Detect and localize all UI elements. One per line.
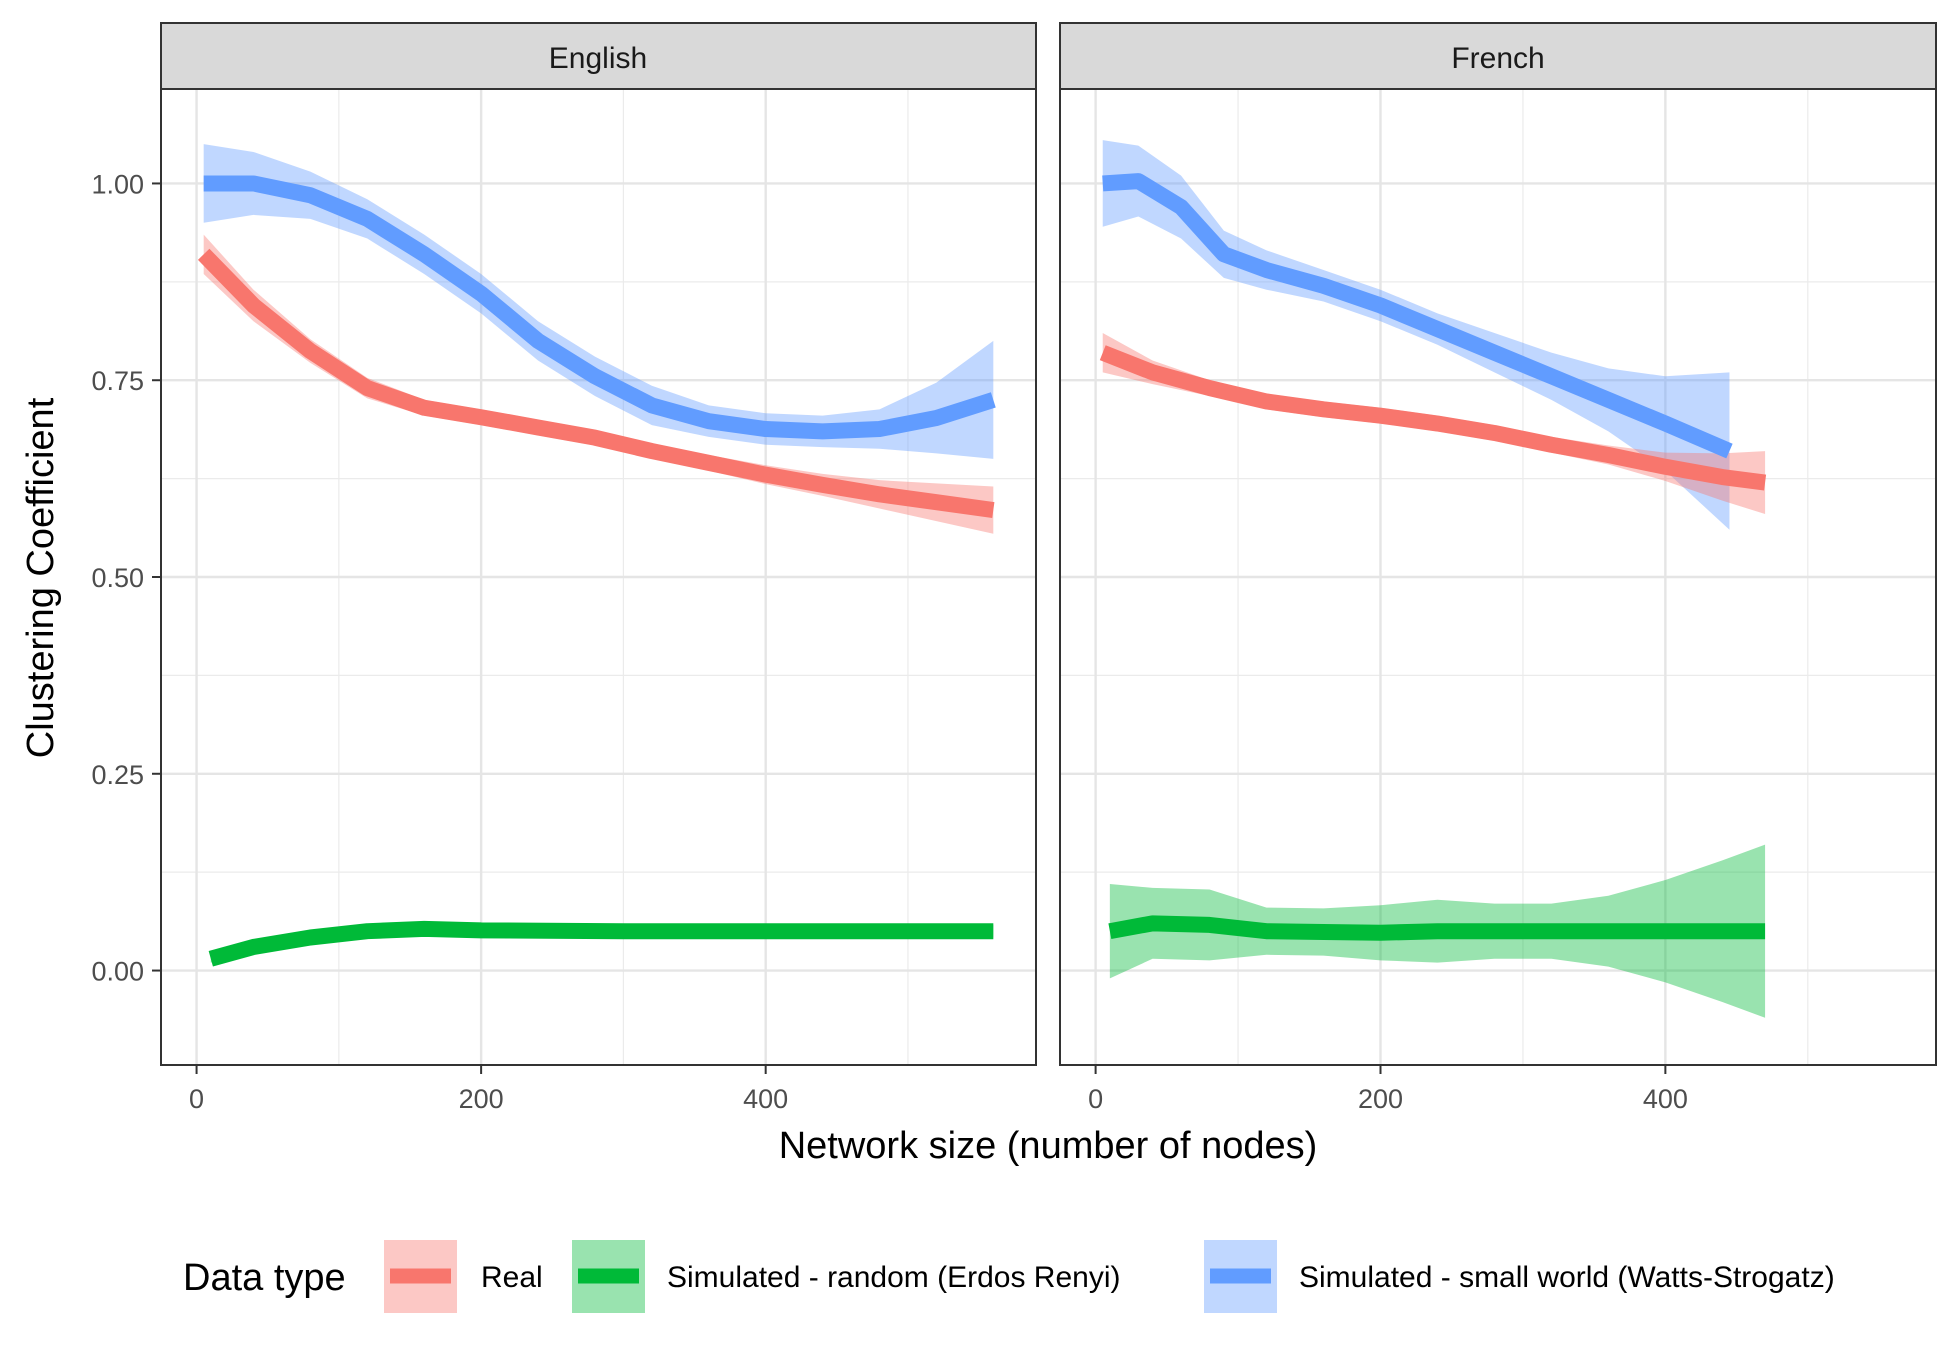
strip-label-french: French	[1451, 42, 1544, 75]
x-tick-label: 400	[743, 1084, 788, 1114]
confidence-band-simulated-small-world-watts-strogatz	[1102, 140, 1730, 530]
y-axis: 0.00 0.25 0.50 0.75 1.00	[91, 169, 161, 987]
x-tick-label: 0	[189, 1084, 204, 1114]
facet-english: English 0 200 400	[160, 22, 1037, 1114]
series-english	[197, 144, 996, 967]
strip-label-english: English	[549, 42, 647, 75]
legend-title: Data type	[183, 1257, 346, 1299]
series-line-simulated-random-erdos-renyi	[1108, 915, 1766, 941]
x-ticks-english: 0 200 400	[189, 1065, 788, 1114]
legend: Data type Real Simulated - random (Erdos…	[183, 1240, 1835, 1313]
grid-english	[161, 89, 1036, 1065]
confidence-band-simulated-small-world-watts-strogatz	[203, 144, 994, 459]
legend-label-real: Real	[481, 1261, 543, 1294]
series-line-real	[1099, 345, 1767, 491]
x-tick-label: 200	[459, 1084, 504, 1114]
x-tick-label: 0	[1088, 1084, 1103, 1114]
legend-item-small-world: Simulated - small world (Watts-Strogatz)	[1204, 1240, 1835, 1313]
series-french	[1099, 140, 1767, 1018]
panel-border-french	[1059, 88, 1937, 1066]
legend-label-random: Simulated - random (Erdos Renyi)	[667, 1261, 1121, 1294]
y-tick-label: 0.75	[91, 366, 144, 396]
y-tick-label: 0.00	[91, 957, 144, 987]
legend-label-small-world: Simulated - small world (Watts-Strogatz)	[1299, 1261, 1835, 1294]
y-tick-label: 0.25	[91, 760, 144, 790]
legend-item-real: Real	[384, 1240, 543, 1313]
y-axis-title: Clustering Coefficient	[20, 397, 62, 758]
series-line-simulated-small-world-watts-strogatz	[1102, 173, 1733, 459]
y-tick-label: 1.00	[91, 169, 144, 199]
series-line-simulated-small-world-watts-strogatz	[203, 175, 996, 440]
x-tick-label: 200	[1358, 1084, 1403, 1114]
x-axis-title: Network size (number of nodes)	[779, 1125, 1318, 1167]
x-tick-label: 400	[1643, 1084, 1688, 1114]
facet-french: French 0 200 400	[1059, 22, 1937, 1114]
strip-french	[1059, 22, 1937, 90]
strip-english	[160, 22, 1037, 90]
x-ticks-french: 0 200 400	[1088, 1065, 1688, 1114]
series-line-real	[197, 248, 995, 519]
series-line-simulated-random-erdos-renyi	[208, 920, 994, 967]
legend-item-random: Simulated - random (Erdos Renyi)	[572, 1240, 1121, 1313]
y-tick-label: 0.50	[91, 563, 144, 593]
